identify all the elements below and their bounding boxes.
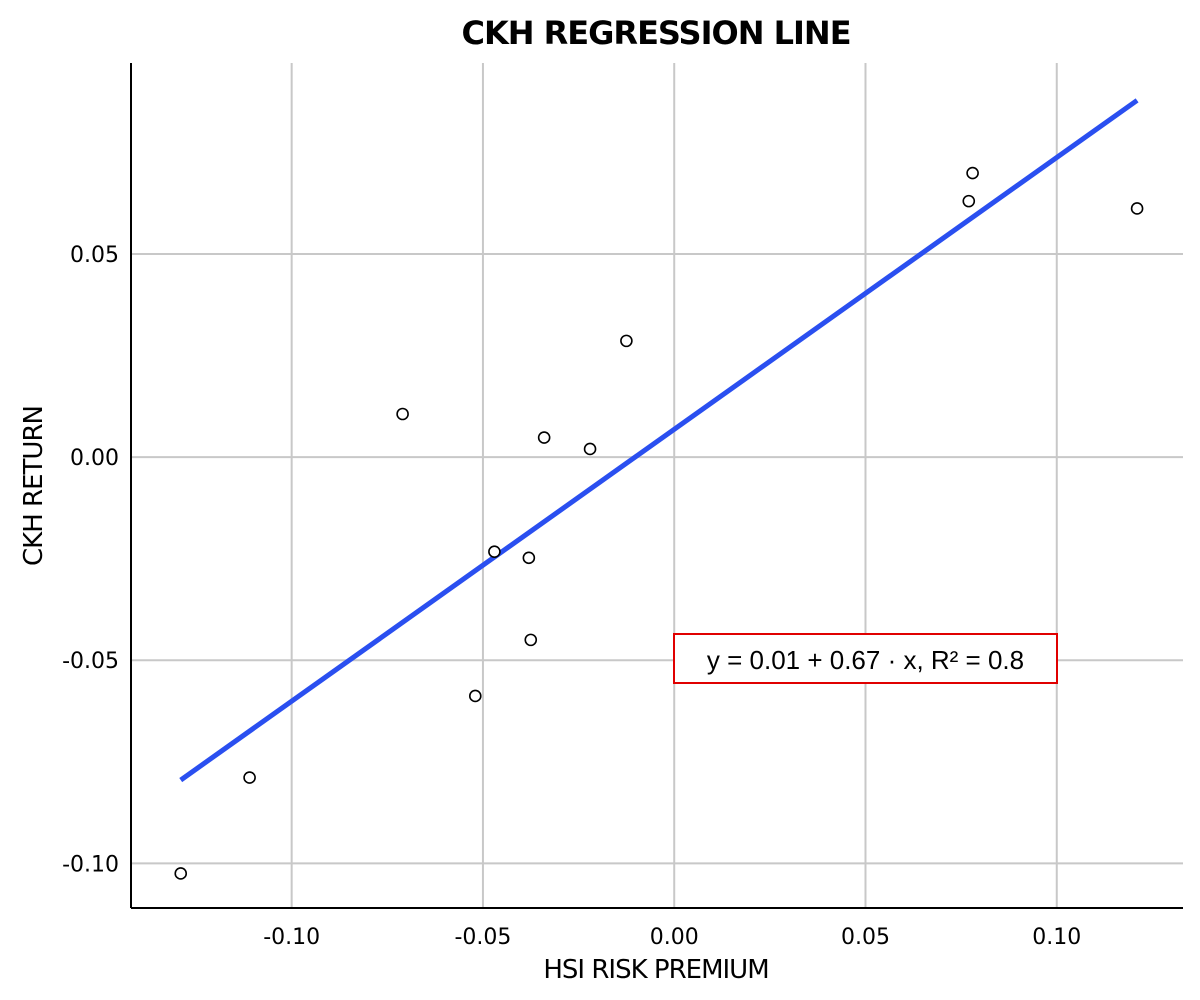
data-point-0 <box>174 867 188 880</box>
data-point-12 <box>1130 202 1144 215</box>
data-points <box>174 166 1144 880</box>
regression-line-group <box>179 98 1139 783</box>
data-point-3 <box>468 689 482 703</box>
y-tick-label-0: -0.10 <box>62 852 119 877</box>
x-tick-label-2: 0.00 <box>650 925 699 950</box>
data-point-5 <box>522 551 536 565</box>
equation-annotation: y = 0.01 + 0.67 · x, R² = 0.8 <box>673 633 1058 684</box>
axes <box>130 63 1183 909</box>
y-tick-label-3: 0.05 <box>70 243 119 268</box>
x-tick-label-0: -0.10 <box>263 925 320 950</box>
data-point-10 <box>962 194 976 208</box>
x-tick-label-4: 0.10 <box>1032 925 1081 950</box>
x-axis-label: HSI RISK PREMIUM <box>543 955 768 985</box>
data-point-7 <box>537 431 551 444</box>
chart-title: CKH REGRESSION LINE <box>461 14 850 52</box>
tick-labels: -0.10 -0.05 0.00 0.05 0.10 -0.10 -0.05 0.00 0.05 <box>62 243 1081 950</box>
equation-box <box>673 633 1058 684</box>
data-point-9 <box>620 334 633 348</box>
x-tick-label-3: 0.05 <box>841 925 890 950</box>
equation-text: y = 0.01 + 0.67 · x, R² = 0.8 <box>707 645 1024 675</box>
x-tick-label-1: -0.05 <box>454 925 511 950</box>
data-point-4 <box>488 545 501 559</box>
data-point-6 <box>524 633 538 647</box>
y-tick-label-1: -0.05 <box>62 649 119 674</box>
grid <box>131 63 1183 908</box>
data-point-1 <box>243 771 256 784</box>
y-tick-label-2: 0.00 <box>70 446 119 471</box>
y-axis-label: CKH RETURN <box>19 406 49 566</box>
data-point-2 <box>396 407 409 421</box>
data-point-8 <box>583 442 597 456</box>
regression-line <box>179 98 1139 783</box>
data-point-11 <box>966 166 979 180</box>
